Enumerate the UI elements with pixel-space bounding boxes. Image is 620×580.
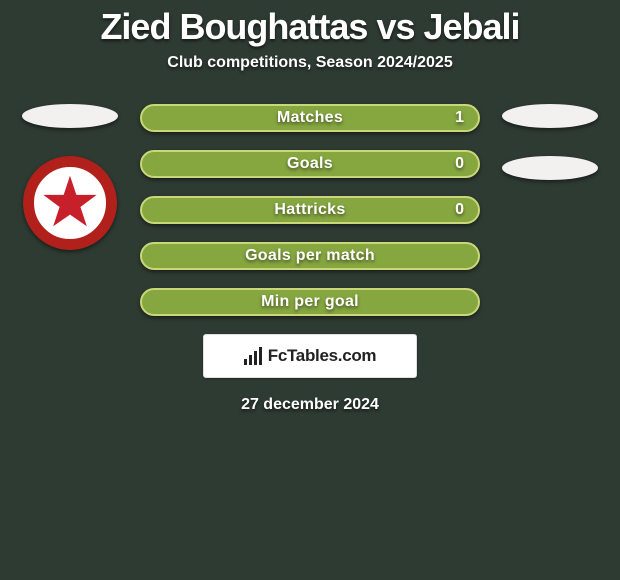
stat-bars: Matches 1 Goals 0 Hattricks 0 Goals per …: [140, 104, 480, 316]
stat-label: Hattricks: [274, 201, 345, 219]
stat-label: Matches: [277, 109, 343, 127]
left-team-badge: [23, 156, 117, 250]
right-player-ellipse-2: [502, 156, 598, 180]
page-title: Zied Boughattas vs Jebali: [0, 0, 620, 48]
right-player-ellipse-1: [502, 104, 598, 128]
stat-label: Min per goal: [261, 293, 359, 311]
star-icon: [41, 173, 99, 231]
stat-bar-matches: Matches 1: [140, 104, 480, 132]
left-column: [0, 104, 140, 250]
date-text: 27 december 2024: [0, 396, 620, 414]
brand-box: FcTables.com: [203, 334, 417, 378]
stat-label: Goals per match: [245, 247, 375, 265]
stat-bar-goals-per-match: Goals per match: [140, 242, 480, 270]
brand-text: FcTables.com: [268, 346, 377, 366]
stat-label: Goals: [287, 155, 333, 173]
bar-chart-icon: [244, 347, 262, 365]
right-column: [480, 104, 620, 180]
stat-bar-hattricks: Hattricks 0: [140, 196, 480, 224]
columns: Matches 1 Goals 0 Hattricks 0 Goals per …: [0, 104, 620, 316]
page-subtitle: Club competitions, Season 2024/2025: [0, 54, 620, 72]
stat-bar-min-per-goal: Min per goal: [140, 288, 480, 316]
left-player-ellipse: [22, 104, 118, 128]
page-root: Zied Boughattas vs Jebali Club competiti…: [0, 0, 620, 580]
stat-value: 0: [455, 201, 464, 219]
stat-value: 1: [455, 109, 464, 127]
stat-bar-goals: Goals 0: [140, 150, 480, 178]
stat-value: 0: [455, 155, 464, 173]
